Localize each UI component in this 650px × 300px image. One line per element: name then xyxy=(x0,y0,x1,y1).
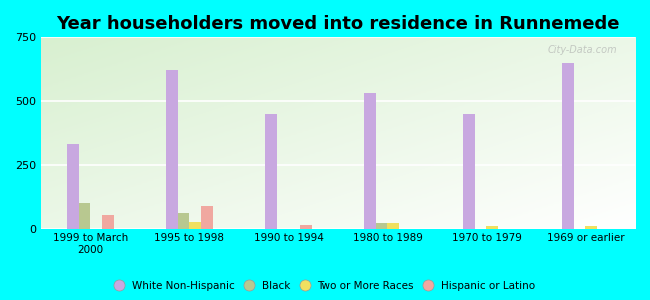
Bar xyxy=(562,63,573,229)
Bar xyxy=(202,206,213,229)
Bar xyxy=(67,144,79,229)
Bar xyxy=(166,70,177,229)
Bar xyxy=(364,93,376,229)
Bar xyxy=(177,213,190,229)
Title: Year householders moved into residence in Runnemede: Year householders moved into residence i… xyxy=(57,15,619,33)
Bar xyxy=(463,114,474,229)
Bar xyxy=(79,203,90,229)
Text: City-Data.com: City-Data.com xyxy=(547,45,618,55)
Bar xyxy=(387,224,399,229)
Bar xyxy=(102,214,114,229)
Legend: White Non-Hispanic, Black, Two or More Races, Hispanic or Latino: White Non-Hispanic, Black, Two or More R… xyxy=(111,276,539,295)
Bar xyxy=(265,114,277,229)
Bar xyxy=(376,224,387,229)
Bar xyxy=(486,226,499,229)
Bar xyxy=(586,226,597,229)
Bar xyxy=(190,222,202,229)
Bar xyxy=(300,225,312,229)
